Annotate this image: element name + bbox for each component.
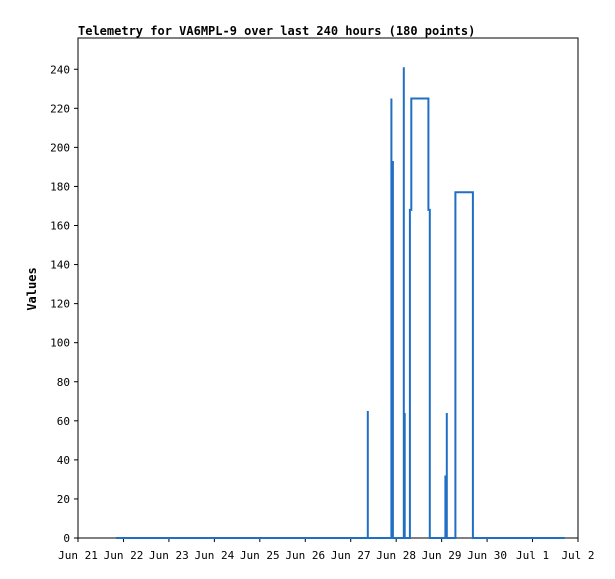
y-tick-label: 200 xyxy=(50,141,70,154)
x-tick-label: Jun 30 xyxy=(467,549,507,562)
y-tick-label: 220 xyxy=(50,102,70,115)
x-tick-label: Jun 27 xyxy=(331,549,371,562)
x-tick-label: Jul 2 xyxy=(561,549,594,562)
chart-title: Telemetry for VA6MPL-9 over last 240 hou… xyxy=(78,24,475,38)
x-tick-label: Jun 24 xyxy=(194,549,234,562)
y-tick-label: 0 xyxy=(63,532,70,545)
x-tick-label: Jun 25 xyxy=(240,549,280,562)
x-tick-label: Jul 1 xyxy=(516,549,549,562)
y-tick-label: 80 xyxy=(57,376,70,389)
x-tick-label: Jun 21 xyxy=(58,549,98,562)
y-tick-label: 160 xyxy=(50,220,70,233)
series-line xyxy=(115,67,565,539)
y-tick-label: 140 xyxy=(50,259,70,272)
y-tick-label: 120 xyxy=(50,298,70,311)
x-tick-label: Jun 29 xyxy=(422,549,462,562)
y-axis: 0 20 40 60 80 100 120 140 160 180 200 220 240 xyxy=(50,63,78,545)
y-tick-label: 100 xyxy=(50,337,70,350)
y-tick-label: 180 xyxy=(50,180,70,193)
x-tick-label: Jun 28 xyxy=(376,549,416,562)
x-axis: Jun 21 Jun 22 Jun 23 Jun 24 Jun 25 Jun 26 Jun … xyxy=(58,538,595,562)
y-tick-label: 20 xyxy=(57,493,70,506)
x-tick-label: Jun 26 xyxy=(285,549,325,562)
y-tick-label: 60 xyxy=(57,415,70,428)
plot-frame xyxy=(77,37,579,539)
x-tick-label: Jun 23 xyxy=(149,549,189,562)
y-tick-label: 240 xyxy=(50,63,70,76)
y-tick-label: 40 xyxy=(57,454,70,467)
x-tick-label: Jun 22 xyxy=(104,549,144,562)
y-axis-label: Values xyxy=(25,267,39,310)
